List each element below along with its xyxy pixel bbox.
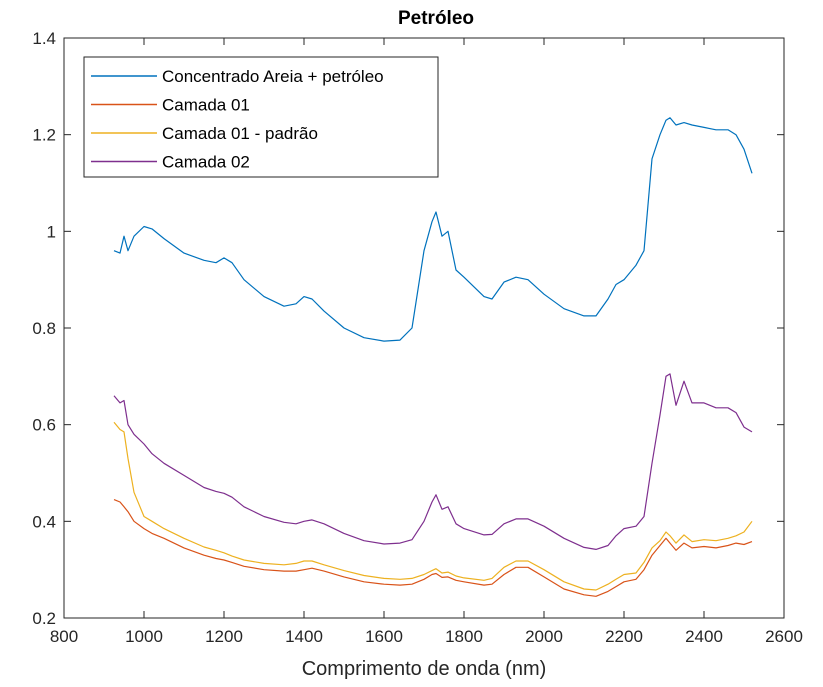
x-tick-label: 1000: [125, 627, 163, 646]
x-tick-label: 1200: [205, 627, 243, 646]
series-layer: [113, 117, 753, 597]
y-tick-label: 1: [47, 222, 56, 241]
series-line-1: [113, 117, 753, 342]
legend-entry-2: Camada 01: [162, 96, 250, 115]
y-tick-label: 0.2: [32, 609, 56, 628]
x-tick-label: 2000: [525, 627, 563, 646]
legend-box: [83, 56, 439, 178]
x-tick-label: 1400: [285, 627, 323, 646]
chart-title: Petróleo: [398, 8, 474, 29]
legend-entry-1: Concentrado Areia + petróleo: [162, 67, 384, 86]
y-tick-label: 1.4: [32, 29, 56, 48]
x-axis-label: Comprimento de onda (nm): [302, 658, 547, 680]
x-tick-label: 1600: [365, 627, 403, 646]
x-tick-label: 1800: [445, 627, 483, 646]
y-tick-label: 0.6: [32, 416, 56, 435]
legend-entry-4: Camada 02: [162, 153, 250, 172]
axes-layer: 800 1000 1200 1400 1600 1800 2000 2200 2400 2600 0…: [32, 29, 803, 646]
legend: Concentrado Areia + petróleo Camada 01 Cam…: [83, 56, 439, 178]
series-line-2: [113, 499, 753, 597]
x-tick-label: 2600: [765, 627, 803, 646]
y-tick-label: 1.2: [32, 126, 56, 145]
plot-frame: [63, 37, 785, 619]
series-line-4: [113, 373, 753, 551]
y-tick-label: 0.8: [32, 319, 56, 338]
series-line-3: [113, 421, 753, 591]
y-tick-label: 0.4: [32, 512, 56, 531]
x-tick-label: 2400: [685, 627, 723, 646]
x-tick-label: 800: [50, 627, 78, 646]
legend-entry-3: Camada 01 - padrão: [162, 124, 318, 143]
x-tick-label: 2200: [605, 627, 643, 646]
